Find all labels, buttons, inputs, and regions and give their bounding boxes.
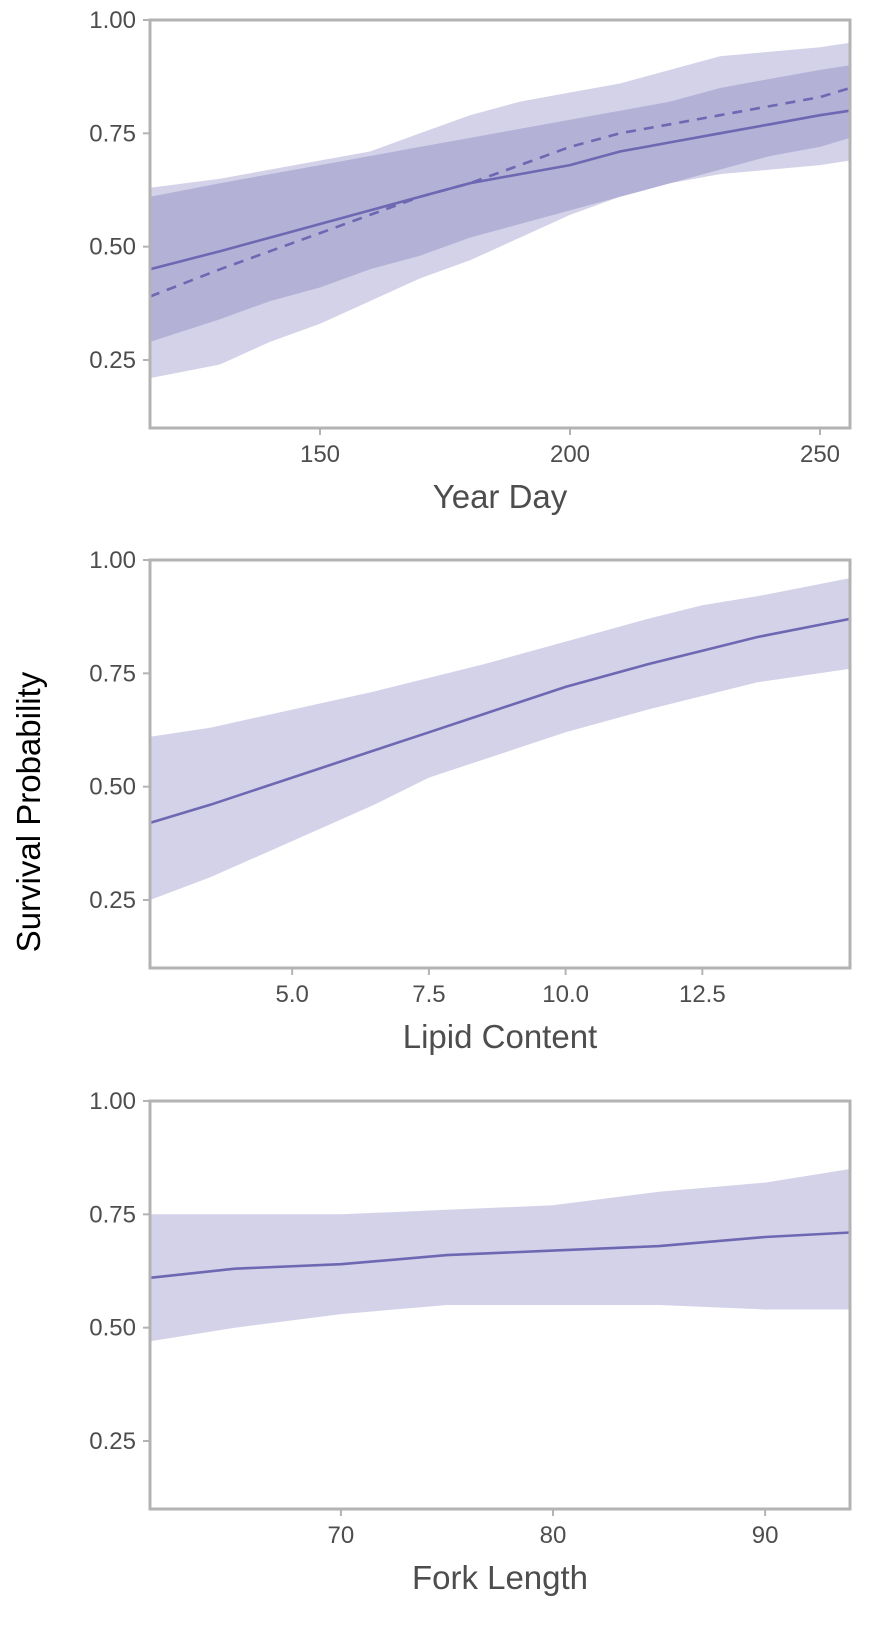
- x-axis-title: Lipid Content: [403, 1018, 597, 1055]
- y-tick-label: 1.00: [89, 1088, 136, 1115]
- x-tick-label: 80: [540, 1522, 567, 1549]
- chart-panel: 0.25 0.50 0.75 1.00 70 80 90 Fork Length: [89, 1088, 852, 1596]
- y-tick-label: 0.75: [89, 660, 136, 687]
- solid-trend-line: [149, 1231, 851, 1280]
- y-tick-label: 0.25: [89, 347, 136, 374]
- chart-panel: 0.25 0.50 0.75 1.00 5.0 7.5 10.0 12.5 Lipid Cont…: [89, 547, 852, 1055]
- panel-border: [148, 18, 852, 430]
- y-tick-label: 0.25: [89, 887, 136, 914]
- y-tick-label: 1.00: [89, 7, 136, 34]
- x-tick-label: 7.5: [412, 981, 445, 1008]
- x-tick-label: 5.0: [276, 981, 309, 1008]
- solid-trend-line: [149, 617, 851, 825]
- panel-border: [148, 1099, 852, 1511]
- x-tick-label: 70: [328, 1522, 355, 1549]
- y-tick-label: 0.25: [89, 1428, 136, 1455]
- x-tick-label: 150: [300, 441, 340, 468]
- y-tick-label: 0.75: [89, 120, 136, 147]
- x-tick-label: 10.0: [542, 981, 589, 1008]
- y-tick-label: 0.50: [89, 774, 136, 801]
- shared-y-axis-title: Survival Probability: [10, 671, 47, 952]
- outer-credible-band: [150, 578, 850, 900]
- x-tick-label: 90: [752, 1522, 779, 1549]
- x-axis-title: Year Day: [433, 478, 568, 515]
- x-tick-label: 250: [800, 441, 840, 468]
- panels: 0.25 0.50 0.75 1.00 150 200 250 Year Day 0.25 0.5…: [89, 7, 852, 1596]
- panel-border: [148, 558, 852, 970]
- solid-trend-line: [149, 109, 851, 271]
- x-tick-label: 12.5: [679, 981, 726, 1008]
- inner-credible-band: [150, 65, 850, 342]
- x-axis-title: Fork Length: [412, 1559, 588, 1596]
- chart-panel: 0.25 0.50 0.75 1.00 150 200 250 Year Day: [89, 7, 852, 515]
- y-tick-label: 0.75: [89, 1201, 136, 1228]
- y-tick-label: 0.50: [89, 234, 136, 261]
- outer-credible-band: [150, 1169, 850, 1342]
- y-tick-label: 1.00: [89, 547, 136, 574]
- dashed-trend-line: [149, 86, 851, 298]
- x-tick-label: 200: [550, 441, 590, 468]
- y-tick-label: 0.50: [89, 1315, 136, 1342]
